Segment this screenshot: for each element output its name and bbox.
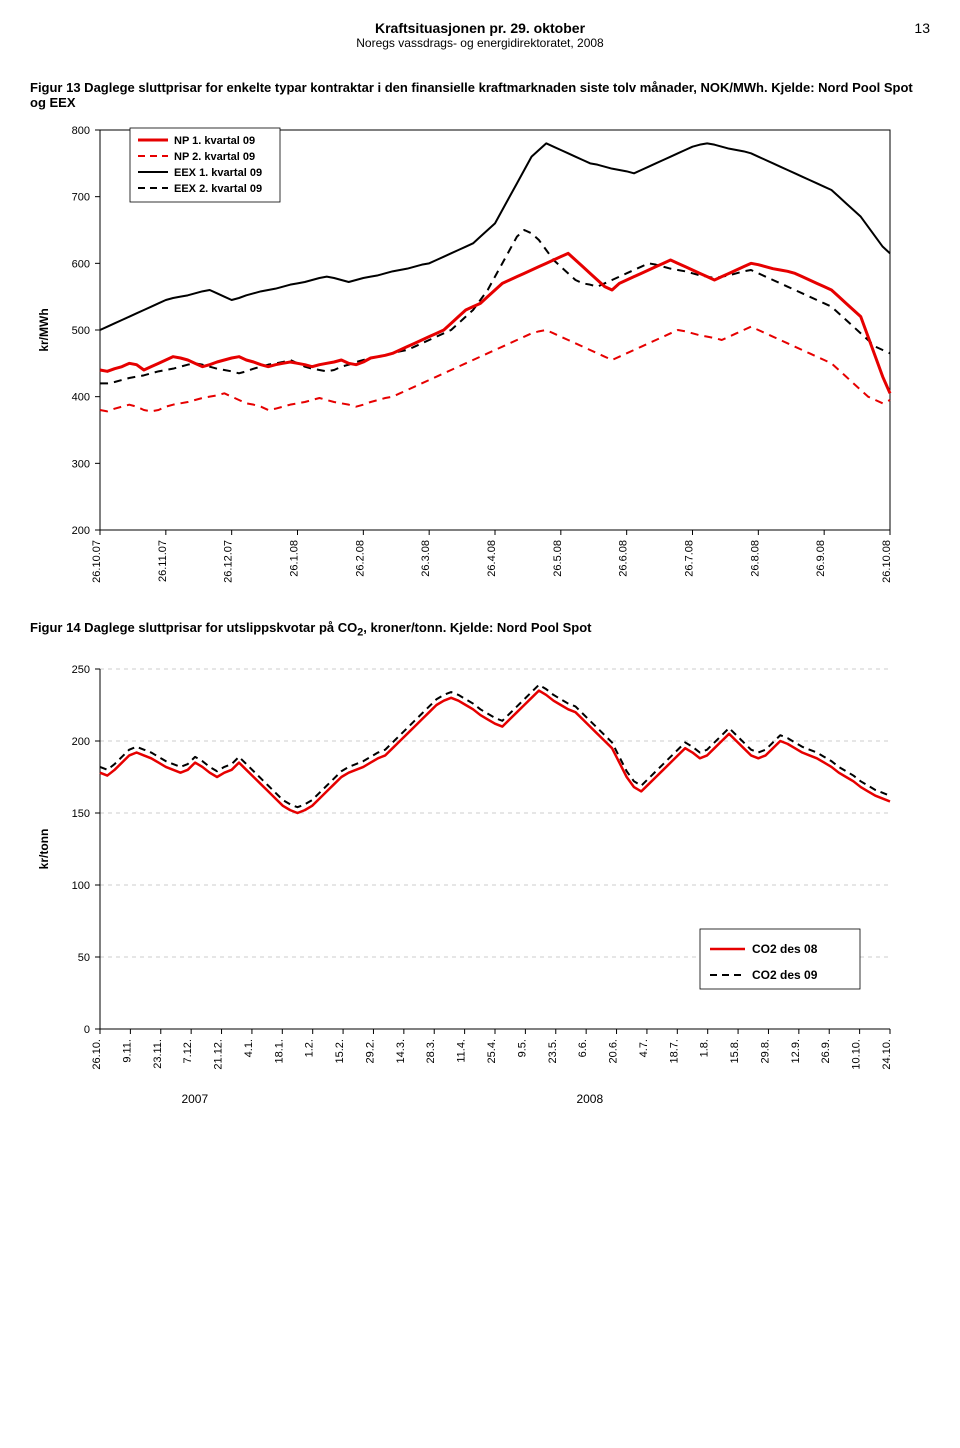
svg-text:250: 250 bbox=[72, 664, 90, 676]
figure14-caption: Figur 14 Daglege sluttprisar for utslipp… bbox=[30, 620, 930, 639]
svg-text:100: 100 bbox=[72, 880, 90, 892]
svg-text:26.1.08: 26.1.08 bbox=[289, 540, 301, 577]
header-title: Kraftsituasjonen pr. 29. oktober bbox=[30, 20, 930, 36]
figure13-chart: 200 300 400 500 600 700 800 kr/MWh 26.10.07 26.11… bbox=[30, 120, 930, 600]
svg-text:26.5.08: 26.5.08 bbox=[552, 540, 564, 577]
svg-text:12.9.: 12.9. bbox=[790, 1039, 802, 1063]
svg-text:400: 400 bbox=[72, 392, 90, 404]
svg-text:EEX 2. kvartal 09: EEX 2. kvartal 09 bbox=[174, 183, 262, 195]
figure14-svg: 0 50 100 150 200 250 kr/tonn 26.10. 9.11. 23.11. 7… bbox=[30, 649, 910, 1109]
svg-text:CO2 des 09: CO2 des 09 bbox=[752, 968, 818, 982]
svg-text:800: 800 bbox=[72, 125, 90, 137]
svg-text:kr/tonn: kr/tonn bbox=[37, 828, 51, 869]
svg-text:26.9.: 26.9. bbox=[820, 1039, 832, 1063]
svg-text:700: 700 bbox=[72, 192, 90, 204]
figure13-caption: Figur 13 Daglege sluttprisar for enkelte… bbox=[30, 80, 930, 110]
svg-text:20.6.: 20.6. bbox=[608, 1039, 620, 1063]
svg-text:kr/MWh: kr/MWh bbox=[37, 308, 51, 351]
svg-text:26.3.08: 26.3.08 bbox=[420, 540, 432, 577]
svg-text:EEX 1. kvartal 09: EEX 1. kvartal 09 bbox=[174, 167, 262, 179]
svg-text:11.4.: 11.4. bbox=[456, 1039, 468, 1063]
svg-text:2007: 2007 bbox=[181, 1092, 208, 1106]
svg-text:25.4.: 25.4. bbox=[486, 1039, 498, 1063]
svg-text:26.9.08: 26.9.08 bbox=[815, 540, 827, 577]
page-header: Kraftsituasjonen pr. 29. oktober Noregs … bbox=[30, 20, 930, 50]
svg-text:26.12.07: 26.12.07 bbox=[223, 540, 235, 583]
svg-text:26.11.07: 26.11.07 bbox=[157, 540, 169, 582]
svg-text:18.1.: 18.1. bbox=[273, 1039, 285, 1063]
svg-text:7.12.: 7.12. bbox=[182, 1039, 194, 1063]
svg-text:28.3.: 28.3. bbox=[425, 1039, 437, 1063]
svg-text:15.8.: 15.8. bbox=[729, 1039, 741, 1063]
svg-text:50: 50 bbox=[78, 952, 90, 964]
svg-text:26.10.: 26.10. bbox=[91, 1039, 103, 1070]
svg-text:500: 500 bbox=[72, 325, 90, 337]
svg-text:9.11.: 9.11. bbox=[121, 1039, 133, 1063]
svg-text:15.2.: 15.2. bbox=[334, 1039, 346, 1063]
svg-text:1.8.: 1.8. bbox=[699, 1039, 711, 1057]
svg-text:26.10.08: 26.10.08 bbox=[881, 540, 893, 583]
svg-text:26.10.07: 26.10.07 bbox=[91, 540, 103, 583]
svg-text:24.10.: 24.10. bbox=[881, 1039, 893, 1070]
header-subtitle: Noregs vassdrags- og energidirektoratet,… bbox=[30, 36, 930, 50]
svg-text:200: 200 bbox=[72, 736, 90, 748]
svg-text:2008: 2008 bbox=[576, 1092, 603, 1106]
svg-text:10.10.: 10.10. bbox=[851, 1039, 863, 1070]
page-number: 13 bbox=[914, 20, 930, 36]
svg-text:18.7.: 18.7. bbox=[668, 1039, 680, 1063]
svg-text:9.5.: 9.5. bbox=[516, 1039, 528, 1057]
svg-text:200: 200 bbox=[72, 525, 90, 537]
svg-text:26.7.08: 26.7.08 bbox=[684, 540, 696, 577]
svg-text:26.2.08: 26.2.08 bbox=[354, 540, 366, 577]
svg-text:26.6.08: 26.6.08 bbox=[618, 540, 630, 577]
svg-text:600: 600 bbox=[72, 258, 90, 270]
svg-text:300: 300 bbox=[72, 458, 90, 470]
svg-text:4.7.: 4.7. bbox=[638, 1039, 650, 1057]
svg-text:21.12.: 21.12. bbox=[213, 1039, 225, 1070]
figure13-svg: 200 300 400 500 600 700 800 kr/MWh 26.10.07 26.11… bbox=[30, 120, 910, 600]
svg-text:4.1.: 4.1. bbox=[243, 1039, 255, 1057]
svg-text:0: 0 bbox=[84, 1024, 90, 1036]
svg-text:6.6.: 6.6. bbox=[577, 1039, 589, 1057]
figure14-chart: 0 50 100 150 200 250 kr/tonn 26.10. 9.11. 23.11. 7… bbox=[30, 649, 930, 1109]
svg-text:26.4.08: 26.4.08 bbox=[486, 540, 498, 577]
svg-text:150: 150 bbox=[72, 808, 90, 820]
svg-text:NP 1. kvartal 09: NP 1. kvartal 09 bbox=[174, 135, 255, 147]
svg-text:23.5.: 23.5. bbox=[547, 1039, 559, 1063]
svg-text:CO2 des 08: CO2 des 08 bbox=[752, 942, 818, 956]
svg-text:NP 2. kvartal 09: NP 2. kvartal 09 bbox=[174, 151, 255, 163]
svg-text:29.8.: 29.8. bbox=[759, 1039, 771, 1063]
svg-text:23.11.: 23.11. bbox=[152, 1039, 164, 1069]
svg-text:1.2.: 1.2. bbox=[304, 1039, 316, 1057]
svg-text:14.3.: 14.3. bbox=[395, 1039, 407, 1063]
svg-text:26.8.08: 26.8.08 bbox=[749, 540, 761, 577]
svg-text:29.2.: 29.2. bbox=[364, 1039, 376, 1063]
